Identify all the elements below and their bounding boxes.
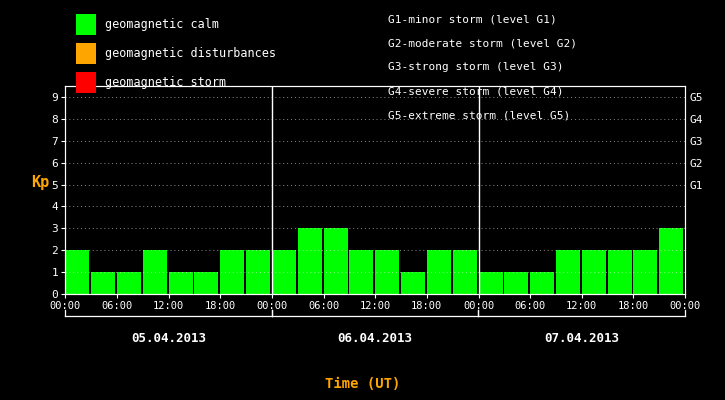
Text: G2-moderate storm (level G2): G2-moderate storm (level G2) (388, 38, 577, 48)
Text: geomagnetic calm: geomagnetic calm (105, 18, 219, 31)
Text: G3-strong storm (level G3): G3-strong storm (level G3) (388, 62, 563, 72)
Bar (505, 272, 529, 294)
Text: Time (UT): Time (UT) (325, 377, 400, 391)
Bar (659, 228, 684, 294)
Bar (608, 250, 631, 294)
Y-axis label: Kp: Kp (31, 175, 49, 190)
Bar (298, 228, 322, 294)
Bar (246, 250, 270, 294)
Text: 05.04.2013: 05.04.2013 (131, 332, 206, 345)
Bar (556, 250, 580, 294)
Bar (581, 250, 606, 294)
Text: geomagnetic storm: geomagnetic storm (105, 76, 226, 89)
Bar (349, 250, 373, 294)
Bar (478, 272, 502, 294)
Text: G4-severe storm (level G4): G4-severe storm (level G4) (388, 86, 563, 96)
Bar (634, 250, 658, 294)
Bar (272, 250, 296, 294)
Bar (168, 272, 193, 294)
Bar (427, 250, 451, 294)
Bar (194, 272, 218, 294)
Bar (220, 250, 244, 294)
Bar (323, 228, 347, 294)
Text: 06.04.2013: 06.04.2013 (338, 332, 413, 345)
Bar (452, 250, 477, 294)
Bar (143, 250, 167, 294)
Text: 07.04.2013: 07.04.2013 (544, 332, 619, 345)
Bar (117, 272, 141, 294)
Bar (65, 250, 89, 294)
Text: G5-extreme storm (level G5): G5-extreme storm (level G5) (388, 110, 570, 120)
Text: geomagnetic disturbances: geomagnetic disturbances (105, 47, 276, 60)
Bar (401, 272, 425, 294)
Bar (91, 272, 115, 294)
Bar (376, 250, 399, 294)
Text: G1-minor storm (level G1): G1-minor storm (level G1) (388, 14, 557, 24)
Bar (530, 272, 554, 294)
